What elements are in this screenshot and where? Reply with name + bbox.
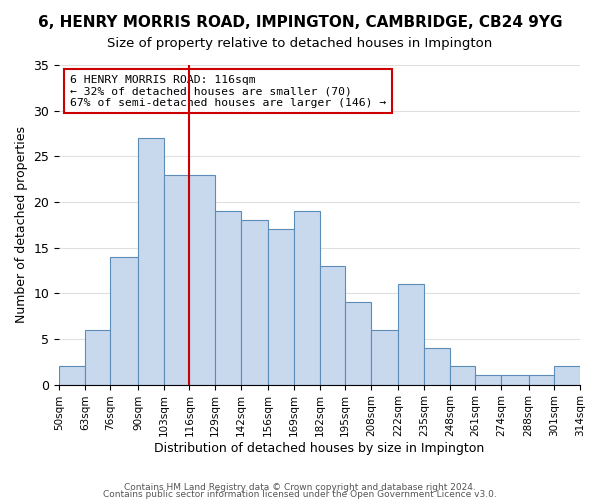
Bar: [554, 366, 580, 384]
Bar: [59, 366, 85, 384]
X-axis label: Distribution of detached houses by size in Impington: Distribution of detached houses by size …: [154, 442, 485, 455]
Bar: [320, 266, 345, 384]
Bar: [241, 220, 268, 384]
Bar: [501, 376, 529, 384]
Bar: [294, 211, 320, 384]
Text: Contains HM Land Registry data © Crown copyright and database right 2024.: Contains HM Land Registry data © Crown c…: [124, 484, 476, 492]
Bar: [529, 376, 554, 384]
Bar: [85, 330, 110, 384]
Bar: [268, 230, 294, 384]
Text: 6 HENRY MORRIS ROAD: 116sqm
← 32% of detached houses are smaller (70)
67% of sem: 6 HENRY MORRIS ROAD: 116sqm ← 32% of det…: [70, 74, 386, 108]
Bar: [345, 302, 371, 384]
Bar: [424, 348, 450, 385]
Bar: [190, 174, 215, 384]
Bar: [398, 284, 424, 384]
Text: Contains public sector information licensed under the Open Government Licence v3: Contains public sector information licen…: [103, 490, 497, 499]
Bar: [215, 211, 241, 384]
Bar: [475, 376, 501, 384]
Bar: [164, 174, 190, 384]
Bar: [371, 330, 398, 384]
Text: Size of property relative to detached houses in Impington: Size of property relative to detached ho…: [107, 38, 493, 51]
Bar: [450, 366, 475, 384]
Y-axis label: Number of detached properties: Number of detached properties: [15, 126, 28, 324]
Bar: [110, 257, 138, 384]
Text: 6, HENRY MORRIS ROAD, IMPINGTON, CAMBRIDGE, CB24 9YG: 6, HENRY MORRIS ROAD, IMPINGTON, CAMBRID…: [38, 15, 562, 30]
Bar: [138, 138, 164, 384]
